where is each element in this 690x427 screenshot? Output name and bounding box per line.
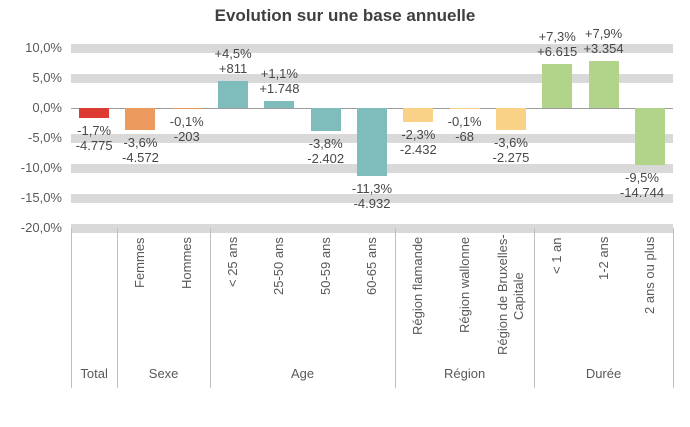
bar-60-65-ans xyxy=(357,108,387,176)
bar-data-label-region-flamande: -2,3% -2.432 xyxy=(383,127,453,157)
group-divider-line xyxy=(395,228,397,388)
y-axis-tick-label: -20,0% xyxy=(20,220,62,235)
bar-region-flamande xyxy=(403,108,434,122)
bar-abs-label: -2.275 xyxy=(492,149,530,165)
bar-abs-label: -14.744 xyxy=(619,185,665,200)
bar-pct-label: -0,1% xyxy=(169,114,204,129)
bar-data-label-2-ans-ou-plus: -9,5% -14.744 xyxy=(607,170,677,200)
bar-pct-label: -2,3% xyxy=(401,126,436,142)
bar-pct-label: +1,1% xyxy=(260,66,298,82)
bar-data-label-total: -1,7% -4.775 xyxy=(59,123,129,153)
bar-region-de-bruxelles-capitale xyxy=(495,108,526,130)
gridline-stripe xyxy=(71,73,673,83)
gridline-stripe xyxy=(71,43,673,53)
bar-2-ans-ou-plus xyxy=(634,108,665,165)
category-label-region-de-bruxelles-capitale: Région de Bruxelles- xyxy=(494,234,510,355)
bar-1-2-ans xyxy=(588,60,619,108)
gridline-stripe xyxy=(71,223,673,233)
bar-50-59-ans xyxy=(310,108,341,131)
bar-abs-label: +811 xyxy=(218,61,248,76)
bar-abs-label: -2.402 xyxy=(307,150,345,166)
bar-pct-label: -3,6% xyxy=(123,134,158,150)
bar-data-label-region-de-bruxelles-capitale: -3,6% -2.275 xyxy=(476,135,546,165)
group-divider-line xyxy=(209,228,211,388)
group-label-region: Région xyxy=(444,366,486,381)
category-label-50-59-ans: 50-59 ans xyxy=(317,237,333,295)
bar-abs-label: +6.615 xyxy=(537,44,578,60)
bar-25-ans xyxy=(218,81,249,108)
group-divider-line xyxy=(673,228,674,388)
bar-abs-label: -203 xyxy=(173,129,200,144)
category-label-2-ans-ou-plus: 2 ans ou plus xyxy=(641,237,657,315)
bar-region-wallonne xyxy=(449,108,480,109)
group-divider-line xyxy=(117,228,119,388)
bar-femmes xyxy=(125,108,156,130)
chart-title: Evolution sur une base annuelle xyxy=(214,6,476,25)
bar-pct-label: +7,9% xyxy=(584,25,623,41)
y-axis-tick-label: 10,0% xyxy=(25,40,62,55)
bar-pct-label: -0,1% xyxy=(447,114,482,129)
group-divider-line xyxy=(534,228,536,388)
bar-hommes xyxy=(171,108,202,109)
y-axis-tick-label: -10,0% xyxy=(20,160,62,175)
bar-pct-label: -9,5% xyxy=(625,170,659,185)
bar-data-label-region-wallonne: -0,1% -68 xyxy=(430,114,500,144)
bar-total xyxy=(79,108,110,119)
bar-data-label-femmes: -3,6% -4.572 xyxy=(105,135,175,165)
group-label-sexe: Sexe xyxy=(148,366,179,381)
bar-data-label-50-59-ans: -3,8% -2.402 xyxy=(291,136,361,166)
group-label-total: Total xyxy=(80,366,108,381)
category-label-25-ans: < 25 ans xyxy=(225,237,241,288)
bar-pct-label: +4,5% xyxy=(214,46,252,61)
bar-abs-label: -2.432 xyxy=(399,141,437,157)
bar-data-label-25-50-ans: +1,1% +1.748 xyxy=(244,66,314,96)
bar-data-label-hommes: -0,1% -203 xyxy=(152,114,222,144)
bar-pct-label: +7,3% xyxy=(538,29,576,45)
bar-data-label-60-65-ans: -11,3% -4.932 xyxy=(337,181,407,211)
category-label-femmes: Femmes xyxy=(132,237,148,288)
category-label-hommes: Hommes xyxy=(178,237,194,290)
category-label-1-an: < 1 an xyxy=(549,237,565,274)
bar-abs-label: -4.775 xyxy=(75,138,113,154)
y-axis-tick-label: -15,0% xyxy=(20,190,62,205)
bar-1-an xyxy=(542,64,573,108)
bar-data-label-1-2-ans: +7,9% +3.354 xyxy=(569,26,639,56)
bar-25-50-ans xyxy=(264,101,295,108)
y-axis-tick-label: 5,0% xyxy=(32,70,62,85)
bar-data-label-25-ans: +4,5% +811 xyxy=(198,46,268,76)
bar-pct-label: -11,3% xyxy=(351,180,393,196)
bar-abs-label: +3.354 xyxy=(583,40,624,56)
bar-abs-label: -4.932 xyxy=(353,195,391,211)
group-divider-line xyxy=(71,228,72,388)
group-label-duree: Durée xyxy=(585,366,622,381)
bar-pct-label: -3,8% xyxy=(308,135,343,151)
y-axis-tick-label: -5,0% xyxy=(28,130,62,145)
bar-abs-label: -68 xyxy=(455,129,474,144)
bar-abs-label: +1.748 xyxy=(259,81,300,97)
category-label-region-flamande: Région flamande xyxy=(410,237,426,336)
category-label-region-de-bruxelles-capitale: Capitale xyxy=(510,272,526,320)
category-label-1-2-ans: 1-2 ans xyxy=(595,237,611,281)
bar-abs-label: -4.572 xyxy=(122,149,159,165)
group-label-age: Age xyxy=(290,366,315,381)
category-label-region-wallonne: Région wallonne xyxy=(456,237,472,334)
bar-pct-label: -1,7% xyxy=(77,123,112,139)
y-axis-tick-label: 0,0% xyxy=(32,100,62,115)
bar-pct-label: -3,6% xyxy=(493,134,528,150)
category-label-60-65-ans: 60-65 ans xyxy=(364,237,379,295)
category-label-25-50-ans: 25-50 ans xyxy=(271,237,287,295)
gridline-stripe xyxy=(71,193,673,203)
bar-data-label-1-an: +7,3% +6.615 xyxy=(522,29,592,59)
